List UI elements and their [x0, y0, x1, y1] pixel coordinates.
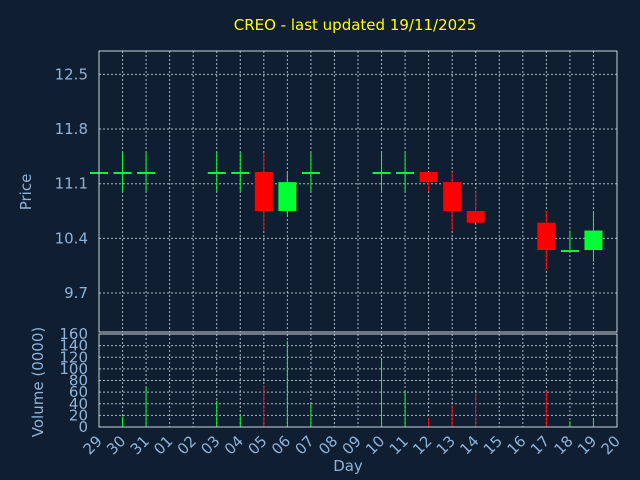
- candle-body: [231, 171, 250, 174]
- x-tick-label: 16: [503, 432, 529, 458]
- volume-tick-label: 20: [69, 406, 88, 424]
- volume-axis-label: Volume (0000): [29, 327, 47, 437]
- price-plot-frame: [98, 50, 618, 333]
- volume-tick-label: 160: [59, 325, 88, 343]
- x-tick-label: 31: [127, 432, 153, 458]
- chart-title: CREO - last updated 19/11/2025: [234, 16, 477, 34]
- price-tick-label: 10.4: [55, 229, 88, 247]
- candle-body: [560, 250, 579, 253]
- candle-body: [396, 171, 415, 174]
- x-tick-label: 19: [574, 432, 600, 458]
- volume-bars: [122, 340, 594, 427]
- volume-plot-frame: [98, 333, 618, 428]
- volume-tick-label: 140: [59, 337, 88, 355]
- candle-body: [278, 182, 297, 212]
- x-tick-label: 12: [409, 432, 435, 458]
- volume-tick-label: 100: [59, 360, 88, 378]
- candles: [90, 152, 603, 270]
- x-tick-label: 09: [339, 432, 365, 458]
- x-tick-label: 29: [80, 432, 106, 458]
- price-tick-label: 12.5: [55, 65, 88, 83]
- candle-body: [137, 171, 156, 174]
- x-tick-label: 30: [103, 432, 129, 458]
- x-tick-label: 10: [362, 432, 388, 458]
- candle-body: [443, 182, 462, 212]
- x-tick-label: 15: [480, 432, 506, 458]
- candle-body: [537, 222, 556, 251]
- x-tick-label: 20: [598, 432, 624, 458]
- price-axis-label: Price: [17, 174, 35, 211]
- x-axis-label: Day: [333, 457, 363, 475]
- candle-body: [419, 171, 438, 183]
- price-tick-label: 9.7: [64, 284, 88, 302]
- x-tick-label: 04: [221, 432, 247, 458]
- x-tick-label: 06: [268, 432, 294, 458]
- volume-grid: [98, 333, 618, 428]
- candle-body: [113, 171, 132, 174]
- x-tick-label: 07: [292, 432, 318, 458]
- candle-body: [584, 230, 603, 251]
- x-tick-label: 08: [315, 432, 341, 458]
- volume-tick-label: 40: [69, 395, 88, 413]
- candle-body: [372, 171, 391, 174]
- x-tick-label: 14: [456, 432, 482, 458]
- price-grid: [98, 51, 618, 332]
- price-tick-label: 11.1: [55, 175, 88, 193]
- volume-tick-label: 120: [59, 348, 88, 366]
- x-tick-label: 02: [174, 432, 200, 458]
- price-y-ticks: 12.5 11.8 11.1 10.4 9.7: [55, 65, 88, 302]
- volume-tick-label: 0: [78, 418, 88, 436]
- volume-tick-label: 80: [69, 372, 88, 390]
- volume-tick-label: 60: [69, 383, 88, 401]
- x-tick-label: 17: [527, 432, 553, 458]
- x-axis-ticks: 2930310102030405060708091011121314151617…: [80, 432, 624, 458]
- x-tick-label: 03: [197, 432, 223, 458]
- candle-body: [254, 171, 273, 212]
- x-tick-label: 18: [551, 432, 577, 458]
- x-tick-label: 01: [150, 432, 176, 458]
- candle-body: [466, 211, 485, 223]
- x-tick-label: 11: [386, 432, 412, 458]
- x-tick-label: 05: [244, 432, 270, 458]
- price-tick-label: 11.8: [55, 120, 88, 138]
- candle-body: [207, 171, 226, 174]
- x-tick-label: 13: [433, 432, 459, 458]
- candle-body: [301, 171, 320, 174]
